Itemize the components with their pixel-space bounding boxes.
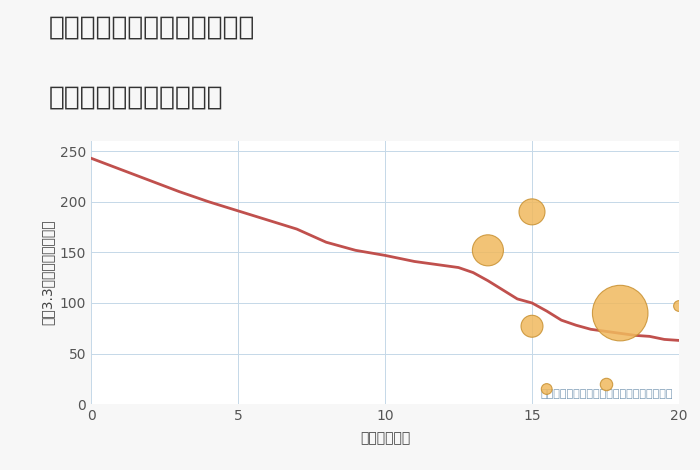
Point (673, 302, 685, 310)
Text: 円の大きさは、取引のあった物件面積を示す: 円の大きさは、取引のあった物件面積を示す (540, 389, 673, 399)
Point (526, 208, 538, 216)
Y-axis label: 坪（3.3㎡）単価（万円）: 坪（3.3㎡）単価（万円） (40, 220, 54, 325)
Point (600, 380, 611, 388)
Point (615, 309, 626, 317)
Point (526, 322, 538, 330)
Text: 駅距離別中古戸建て価格: 駅距離別中古戸建て価格 (49, 85, 223, 110)
Text: 兵庫県西宮市上ヶ原二番町の: 兵庫県西宮市上ヶ原二番町の (49, 14, 256, 40)
X-axis label: 駅距離（分）: 駅距離（分） (360, 431, 410, 446)
Point (541, 385, 552, 393)
Point (482, 247, 493, 254)
